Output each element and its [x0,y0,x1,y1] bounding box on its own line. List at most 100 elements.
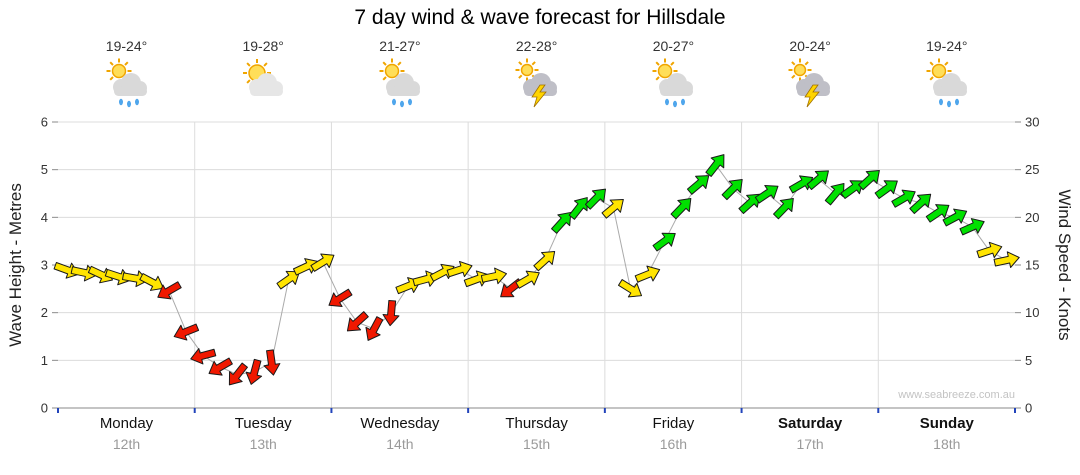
wind-arrow-icon [533,251,556,272]
wind-arrow-icon [310,253,335,272]
sun-cloud-icon [195,56,332,108]
day-name: Saturday [777,415,843,432]
wind-arrow-icon [618,279,643,298]
day-date: 18th [933,436,961,452]
temp-range: 19-28° [242,38,284,54]
y-right-tick-label: 20 [1025,210,1039,225]
wind-arrow-icon [139,273,164,291]
wind-arrow-icon [806,170,829,191]
day-label-saturday: Saturday 17th [742,415,879,452]
wind-arrow-icon [891,189,916,208]
wind-arrow-icon [601,198,624,219]
wind-arrow-icon [824,183,845,206]
day-name: Monday [99,415,154,432]
wind-arrow-icon [328,288,353,308]
temp-range: 20-27° [652,38,695,54]
day-name: Wednesday [360,415,440,432]
day-label-friday: Friday 16th [605,415,742,452]
wind-arrow-icon [228,362,248,386]
wind-arrow-icon [634,265,661,283]
day-date: 13th [249,436,277,452]
sun-cloud-rain-icon [878,56,1015,108]
day-name: Sunday [919,415,974,432]
day-name: Friday [652,415,695,432]
wind-arrow-icon [346,311,369,332]
y-left-tick-label: 0 [41,401,48,416]
wind-arrow-icon [874,180,898,200]
storm-cloud-lightning-icon [468,56,605,108]
day-name: Thursday [505,415,568,432]
wind-arrow-icon [551,211,572,234]
day-date: 15th [522,436,551,452]
wind-arrow-icon [276,270,300,290]
wind-arrow-icon [263,349,281,376]
y-right-tick-label: 5 [1025,353,1032,368]
wind-arrow-icon [686,175,710,195]
wind-arrow-icon [993,251,1020,269]
y-left-tick-label: 3 [41,258,48,273]
temp-range: 19-24° [105,38,148,54]
wind-arrow-icon [925,204,950,223]
temp-range: 22-28° [515,38,558,54]
wind-arrow-icon [652,232,676,252]
storm-cloud-lightning-icon [742,56,879,108]
wind-arrow-icon [773,197,794,220]
temp-range: 20-24° [789,38,831,54]
y-left-tick-label: 1 [41,353,48,368]
wind-arrow-icon [705,154,725,177]
day-header-saturday: 20-24° [742,38,879,108]
wind-arrow-icon [515,270,540,289]
wind-arrow-icon [365,316,384,341]
day-header-friday: 20-27° [605,38,742,108]
wind-arrow-icon [87,265,113,284]
day-label-monday: Monday 12th [58,415,195,452]
y-right-tick-label: 10 [1025,305,1039,320]
wind-arrow-icon [382,299,400,327]
y-left-tick-label: 4 [41,210,48,225]
day-label-sunday: Sunday 18th [878,415,1015,452]
sun-cloud-rain-icon [58,56,195,108]
day-label-wednesday: Wednesday 14th [331,415,468,452]
wind-arrow-icon [959,218,985,236]
day-date: 17th [796,436,824,452]
day-header-thursday: 22-28° [468,38,605,108]
sun-cloud-rain-icon [331,56,468,108]
wind-speed-line [66,164,1007,376]
day-header-monday: 19-24° [58,38,195,108]
day-date: 16th [659,436,688,452]
day-header-wednesday: 21-27° [331,38,468,108]
temp-range: 21-27° [379,38,421,54]
wind-arrow-icon [721,179,743,201]
wind-arrow-icon [480,267,508,285]
y-left-tick-label: 6 [41,115,48,130]
chart-title: 7 day wind & wave forecast for Hillsdale [354,6,726,29]
day-date: 12th [112,436,141,452]
day-date: 14th [386,436,414,452]
day-header-sunday: 19-24° [878,38,1015,108]
watermark: www.seabreeze.com.au [898,389,1015,401]
y-left-tick-label: 2 [41,305,48,320]
wind-arrow-icon [976,241,1003,259]
wind-arrow-icon [754,184,779,204]
wind-arrow-icon [670,197,692,220]
temp-range: 19-24° [926,38,968,54]
y-right-tick-label: 30 [1025,115,1039,130]
wind-arrow-icon [173,323,200,341]
day-header-tuesday: 19-28° [195,38,332,108]
wind-arrow-icon [942,208,968,227]
wind-arrow-icon [245,358,263,385]
wind-arrow-icon [584,188,606,210]
wind-arrow-icon [121,270,149,288]
wind-arrow-icon [208,357,233,376]
wind-arrow-icon [909,193,932,215]
sun-cloud-rain-icon [605,56,742,108]
y-right-tick-label: 15 [1025,258,1039,273]
y-left-tick-label: 5 [41,162,48,177]
wind-arrow-icon [157,281,182,300]
y-right-tick-label: 25 [1025,162,1039,177]
wind-arrow-icon [446,260,473,278]
wind-arrow-icon [190,348,217,365]
day-label-tuesday: Tuesday 13th [195,415,332,452]
